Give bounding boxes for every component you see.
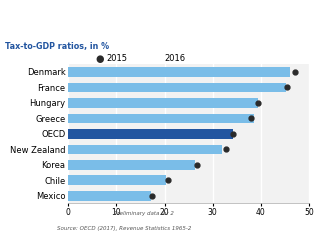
Bar: [68, 114, 254, 123]
Text: 2016: 2016: [164, 54, 185, 63]
Text: Tax-to-GDP ratios, in %: Tax-to-GDP ratios, in %: [5, 42, 109, 51]
Bar: [68, 144, 222, 154]
Bar: [68, 67, 290, 77]
Text: Average tax-to-GDP ratio on the rise in the OECD: Average tax-to-GDP ratio on the rise in …: [5, 10, 281, 20]
Text: ●: ●: [95, 54, 104, 64]
Bar: [68, 160, 195, 170]
Bar: [68, 83, 287, 92]
Text: Source: OECD (2017), Revenue Statistics 1965-2: Source: OECD (2017), Revenue Statistics …: [57, 226, 191, 231]
Bar: [68, 175, 166, 185]
Text: Preliminary data for 2: Preliminary data for 2: [114, 211, 174, 216]
Bar: [68, 98, 258, 108]
Text: 2015: 2015: [106, 54, 127, 63]
Bar: [68, 129, 233, 139]
Bar: [68, 191, 151, 201]
